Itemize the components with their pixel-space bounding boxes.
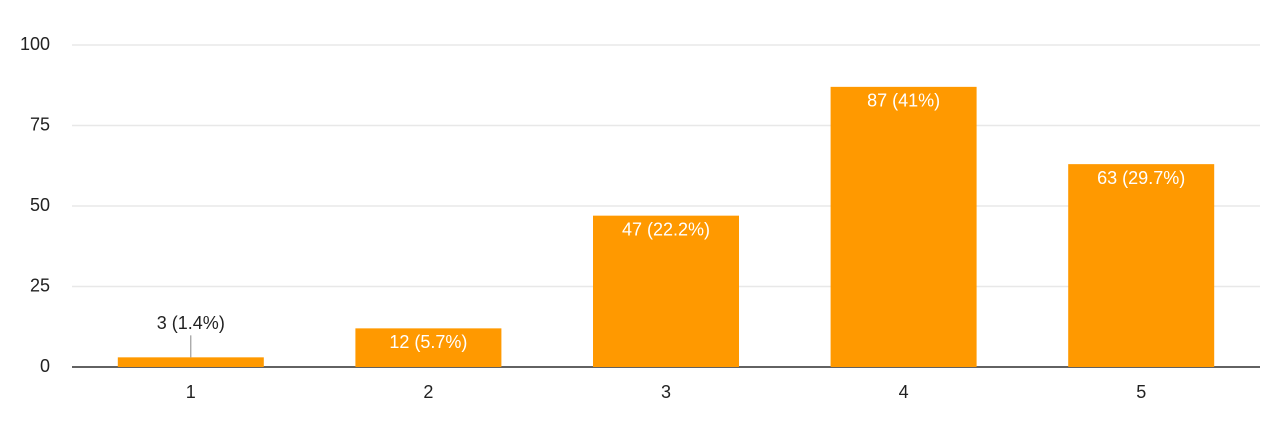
y-tick-label: 0 [40,356,50,376]
bar [593,215,739,367]
bar [355,328,502,367]
data-label: 87 (41%) [867,91,940,111]
y-tick-label: 50 [30,195,50,215]
x-tick-label: 5 [1136,382,1146,402]
data-label: 47 (22.2%) [622,219,710,239]
y-tick-label: 100 [20,34,50,54]
data-label: 3 (1.4%) [157,313,225,333]
bar [1068,164,1215,367]
x-tick-label: 4 [899,382,909,402]
y-tick-label: 25 [30,275,50,295]
x-tick-label: 2 [423,382,433,402]
x-tick-label: 3 [661,382,671,402]
x-tick-label: 1 [186,382,196,402]
bar [117,357,264,367]
bar [830,86,977,368]
data-label: 12 (5.7%) [389,332,467,352]
y-tick-label: 75 [30,114,50,134]
data-label: 63 (29.7%) [1097,168,1185,188]
